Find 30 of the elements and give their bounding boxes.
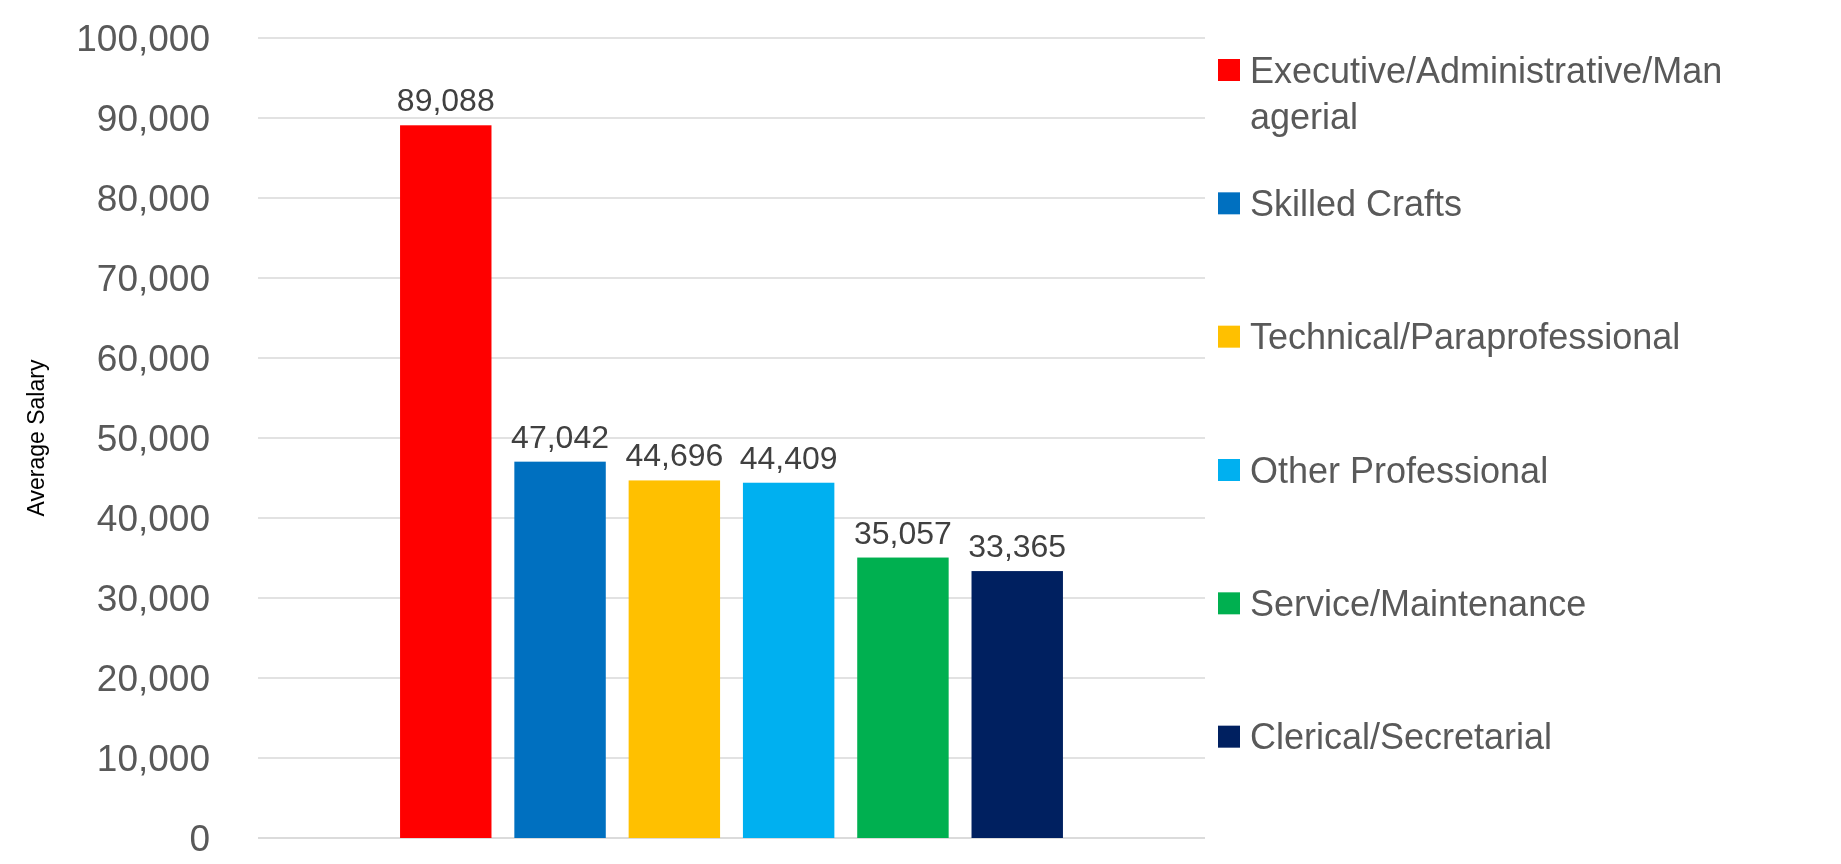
y-tick-label: 100,000: [76, 17, 210, 59]
y-tick-label: 70,000: [96, 257, 210, 299]
data-label: 47,042: [511, 418, 609, 455]
bar: [742, 482, 835, 838]
data-label: 44,696: [625, 437, 724, 474]
y-tick-label: 40,000: [96, 497, 210, 539]
bar: [628, 480, 721, 838]
y-tick-label: 60,000: [96, 337, 210, 379]
data-label: 35,057: [854, 514, 952, 551]
y-tick-label: 30,000: [96, 577, 210, 619]
bar: [857, 557, 949, 838]
y-tick-label: 50,000: [96, 417, 210, 459]
y-tick-label: 10,000: [96, 737, 210, 779]
bar: [514, 461, 606, 838]
legend-label: Service/Maintenance: [1250, 582, 1587, 624]
bar: [971, 571, 1063, 838]
y-axis-title: Average Salary: [23, 359, 49, 517]
legend-label: Skilled Crafts: [1250, 182, 1463, 224]
data-label: 89,088: [396, 82, 495, 119]
y-tick-label: 80,000: [96, 177, 210, 219]
data-label: 44,409: [739, 439, 838, 476]
y-tick-label: 0: [189, 817, 210, 859]
y-tick-label: 20,000: [96, 657, 210, 699]
legend-label: Executive/Administrative/Managerial: [1250, 49, 1723, 138]
legend-label: Clerical/Secretarial: [1250, 716, 1553, 758]
bar: [400, 125, 492, 838]
legend-label: Other Professional: [1250, 449, 1549, 491]
data-label: 33,365: [968, 528, 1067, 565]
legend-label: Technical/Paraprofessional: [1250, 316, 1681, 358]
y-tick-label: 90,000: [96, 97, 210, 139]
